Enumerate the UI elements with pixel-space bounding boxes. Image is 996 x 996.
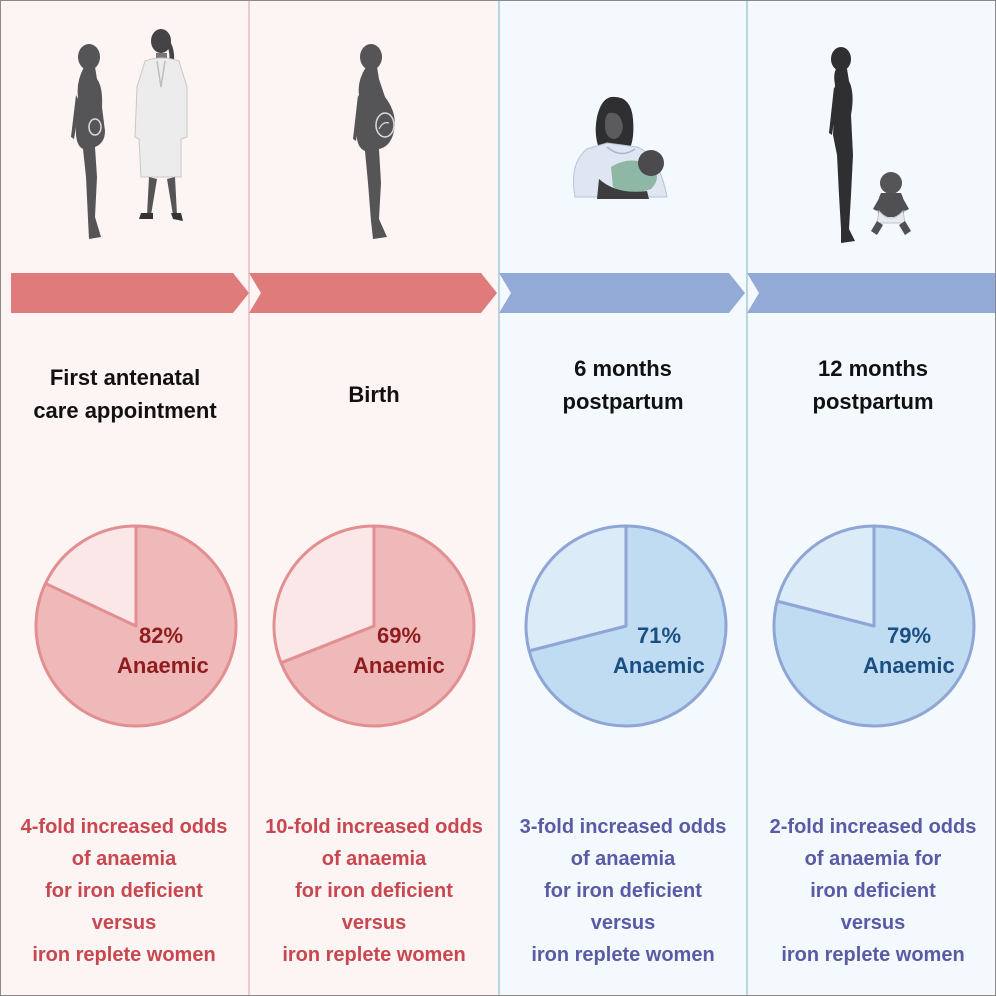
odds-line: iron replete women [282,944,466,966]
woman-and-toddler-icon [829,47,911,243]
odds-line: 3-fold increased odds [519,816,727,838]
heading-line: 6 months [574,356,672,381]
percent-label: 82% [139,623,184,648]
odds-line: iron replete women [32,944,216,966]
pregnant-woman-and-doctor-icon [71,29,188,239]
heading-line: First antenatal [49,365,201,390]
timeline-arrow-first-antenatal [11,273,249,313]
pie-chart-first-antenatal [34,524,238,728]
pie-label-birth: 69% Anaemic [353,621,513,681]
odds-line: of anaemia [71,848,177,870]
pie-slice-not-anaemic [44,524,138,628]
stage-heading-six-months: 6 months postpartum [500,352,746,418]
pie-label-twelve-months: 79% Anaemic [863,621,995,681]
odds-line: iron replete women [781,944,965,966]
odds-line: versus [91,912,157,934]
heading-line: Birth [348,382,400,407]
heading-line: 12 months [817,356,929,381]
percent-label: 71% [637,623,682,648]
pie-slice-anaemic [527,524,728,728]
pie-chart-six-months [524,524,728,728]
anaemic-label: Anaemic [117,653,209,678]
odds-line: of anaemia [570,848,676,870]
anaemic-label: Anaemic [863,653,955,678]
odds-line: for iron deficient [295,880,453,902]
odds-line: 10-fold increased odds [265,816,483,838]
anaemic-label: Anaemic [613,653,705,678]
pie-label-first-antenatal: 82% Anaemic [117,621,277,681]
odds-line: 2-fold increased odds [769,816,977,838]
pie-slice-not-anaemic [524,524,628,653]
heading-line: care appointment [33,398,217,423]
odds-text-twelve-months: 2-fold increased odds of anaemia for iro… [750,811,995,971]
odds-text-six-months: 3-fold increased odds of anaemia for iro… [500,811,746,971]
stage-heading-first-antenatal: First antenatal care appointment [2,361,248,427]
percent-label: 79% [887,623,932,648]
column-divider [498,1,500,995]
odds-line: of anaemia for [804,848,942,870]
percent-label: 69% [377,623,422,648]
pregnant-woman-icon [353,44,395,239]
timeline-arrow-birth [249,273,497,313]
heading-line: postpartum [562,389,684,414]
column-twelve-months [747,1,995,995]
heading-line: postpartum [812,389,934,414]
odds-text-birth: 10-fold increased odds of anaemia for ir… [251,811,497,971]
timeline-arrow-six-months [499,273,745,313]
pie-chart-birth [272,524,476,728]
odds-line: iron deficient [810,880,936,902]
timeline-arrow-twelve-months [747,273,995,313]
stage-heading-birth: Birth [251,378,497,411]
pie-label-six-months: 71% Anaemic [613,621,773,681]
odds-line: versus [840,912,906,934]
pie-slice-not-anaemic [272,524,376,665]
odds-line: versus [590,912,656,934]
breastfeeding-mother-icon [573,96,668,199]
anaemic-label: Anaemic [353,653,445,678]
odds-line: for iron deficient [45,880,203,902]
column-first-antenatal [1,1,249,995]
odds-line: iron replete women [531,944,715,966]
odds-line: 4-fold increased odds [20,816,228,838]
column-divider [746,1,748,995]
pie-chart-twelve-months [772,524,976,728]
odds-line: versus [341,912,407,934]
pie-slice-anaemic [279,524,476,728]
column-divider [248,1,250,995]
stage-heading-twelve-months: 12 months postpartum [750,352,995,418]
odds-line: for iron deficient [544,880,702,902]
pie-slice-not-anaemic [775,524,876,628]
odds-text-first-antenatal: 4-fold increased odds of anaemia for iro… [1,811,247,971]
odds-line: of anaemia [321,848,427,870]
